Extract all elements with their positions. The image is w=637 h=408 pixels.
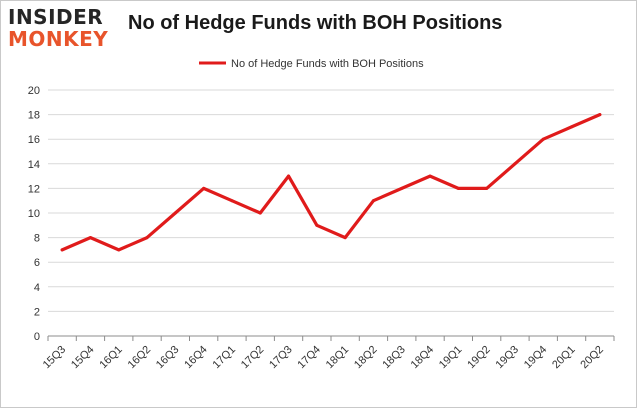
data-point — [230, 199, 234, 203]
data-point — [428, 174, 432, 178]
x-tick-label: 17Q3 — [267, 344, 295, 372]
data-point — [88, 236, 92, 240]
x-tick-label: 15Q3 — [41, 344, 69, 372]
x-tick-label: 18Q3 — [380, 344, 408, 372]
x-tick-label: 19Q1 — [437, 344, 465, 372]
y-tick-label: 10 — [28, 208, 40, 220]
y-tick-label: 16 — [28, 134, 40, 146]
series-line — [60, 112, 602, 252]
data-point — [343, 236, 347, 240]
x-tick-label: 15Q4 — [69, 344, 97, 372]
x-tick-label: 17Q1 — [211, 344, 239, 372]
data-point — [117, 248, 121, 252]
data-point — [371, 199, 375, 203]
x-tick-label: 16Q2 — [126, 344, 154, 372]
x-tick-label: 19Q4 — [522, 344, 550, 372]
y-tick-label: 20 — [28, 85, 40, 97]
data-point — [258, 211, 262, 215]
data-point — [400, 186, 404, 190]
y-tick-label: 14 — [28, 159, 40, 171]
y-tick-label: 4 — [34, 282, 40, 294]
logo-line-2: MONKEY — [8, 27, 109, 51]
x-tick-label: 20Q2 — [578, 344, 606, 372]
logo-line-1: INSIDER — [8, 5, 104, 29]
data-point — [145, 236, 149, 240]
x-tick-label: 17Q4 — [295, 344, 323, 372]
x-tick-label: 18Q2 — [352, 344, 380, 372]
y-tick-label: 12 — [28, 183, 40, 195]
y-tick-label: 18 — [28, 110, 40, 122]
data-point — [456, 186, 460, 190]
data-point — [598, 113, 602, 117]
x-axis: 15Q3 15Q4 16Q1 16Q2 16Q3 16Q4 17Q1 17Q2 17Q3 17Q4… — [41, 335, 615, 372]
x-tick-label: 18Q4 — [409, 344, 437, 372]
legend: No of Hedge Funds with BOH Positions — [199, 58, 424, 70]
x-tick-label: 18Q1 — [324, 344, 352, 372]
series-group — [60, 112, 602, 252]
data-point — [287, 174, 291, 178]
y-tick-label: 0 — [34, 331, 40, 343]
x-tick-label: 20Q1 — [550, 344, 578, 372]
x-tick-label: 16Q1 — [97, 344, 125, 372]
x-tick-label: 19Q2 — [465, 344, 493, 372]
y-axis: 0 2 4 6 8 10 12 14 16 18 20 — [28, 85, 40, 343]
x-tick-label: 19Q3 — [494, 344, 522, 372]
y-tick-label: 2 — [34, 306, 40, 318]
data-point — [60, 248, 64, 252]
data-point — [173, 211, 177, 215]
x-tick-label: 16Q4 — [182, 344, 210, 372]
chart-title: No of Hedge Funds with BOH Positions — [128, 12, 503, 34]
y-tick-label: 6 — [34, 257, 40, 269]
x-tick-label: 17Q2 — [239, 344, 267, 372]
y-tick-label: 8 — [34, 233, 40, 245]
x-tick-label: 16Q3 — [154, 344, 182, 372]
data-point — [513, 162, 517, 166]
data-point — [315, 223, 319, 227]
data-point — [570, 125, 574, 129]
insider-monkey-logo: INSIDER MONKEY — [8, 6, 120, 52]
grid-lines — [48, 89, 614, 337]
data-point — [541, 137, 545, 141]
data-point — [202, 186, 206, 190]
legend-label: No of Hedge Funds with BOH Positions — [231, 58, 424, 70]
data-point — [485, 186, 489, 190]
